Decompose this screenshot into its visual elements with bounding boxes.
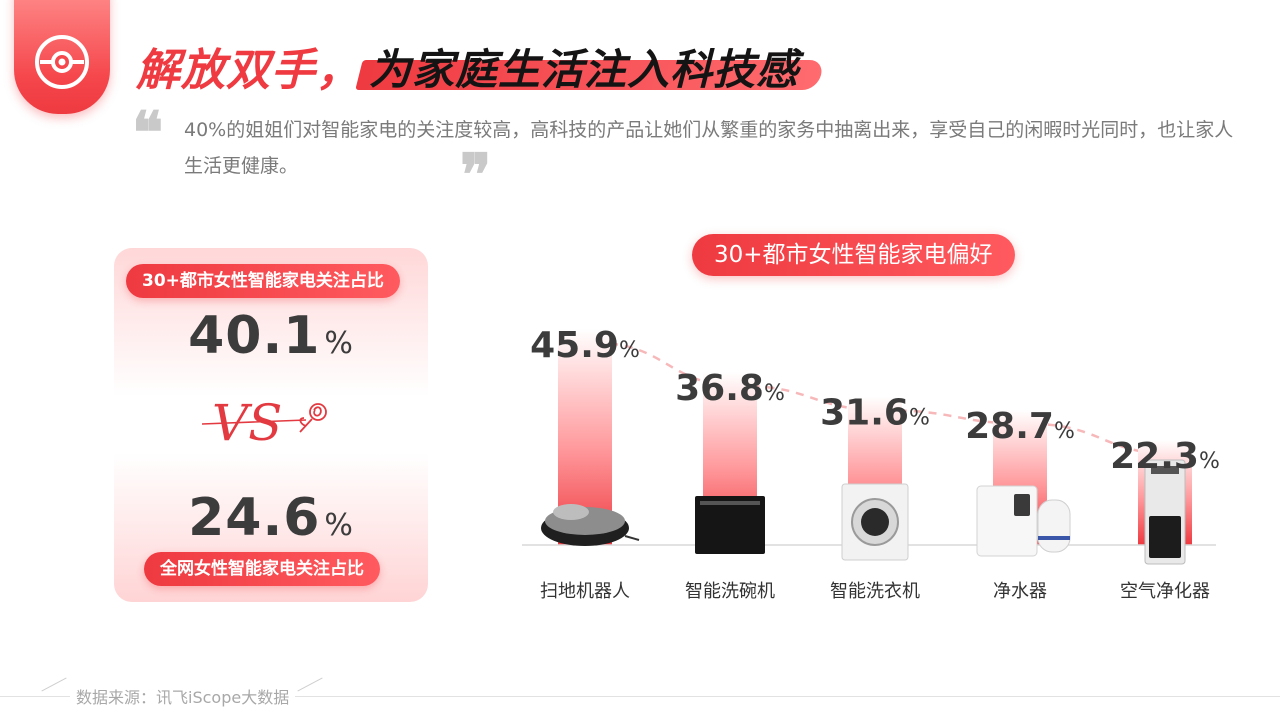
quote-open-icon: ❝ bbox=[132, 99, 164, 167]
air-purifier-front bbox=[1149, 516, 1181, 558]
urban-women-value: 40.1% bbox=[114, 306, 428, 366]
washing-machine-icon bbox=[841, 483, 909, 561]
brand-logo-icon bbox=[35, 35, 89, 89]
intro-text: 40%的姐姐们对智能家电的关注度较高，高科技的产品让她们从繁重的家务中抽离出来，… bbox=[184, 119, 1234, 177]
vs-text: VS bbox=[212, 394, 282, 452]
data-label-3: 31.6% bbox=[820, 392, 930, 433]
robot-vacuum-lidar bbox=[553, 504, 589, 520]
vs-rose-icon: VS bbox=[202, 394, 327, 452]
dishwasher-handle bbox=[700, 501, 760, 505]
purifier-tank bbox=[1037, 499, 1071, 553]
title-part-2: 为家庭生活注入科技感 bbox=[369, 44, 800, 94]
category-label-2: 智能洗碗机 bbox=[685, 581, 775, 602]
category-label-5: 空气净化器 bbox=[1120, 581, 1210, 602]
all-women-value: 24.6% bbox=[114, 488, 428, 548]
urban-women-number: 40.1 bbox=[188, 306, 321, 366]
data-label-5: 22.3% bbox=[1110, 436, 1220, 477]
title-highlight: 为家庭生活注入科技感 bbox=[355, 36, 825, 97]
data-source: 数据来源：讯飞iScope大数据 bbox=[70, 684, 296, 708]
water-purifier-icon bbox=[976, 485, 1071, 557]
washer-drum bbox=[861, 508, 889, 536]
purifier-panel bbox=[1014, 494, 1030, 516]
data-label-1: 45.9% bbox=[530, 325, 640, 366]
robot-vacuum-brush bbox=[624, 535, 640, 541]
data-label-4: 28.7% bbox=[965, 406, 1075, 447]
category-label-1: 扫地机器人 bbox=[540, 581, 630, 602]
dishwasher-icon bbox=[695, 496, 765, 554]
title-part-1: 解放双手， bbox=[136, 45, 361, 96]
dishwasher-body bbox=[695, 496, 765, 554]
urban-women-label: 30+都市女性智能家电关注占比 bbox=[126, 264, 400, 298]
chart-title: 30+都市女性智能家电偏好 bbox=[692, 234, 1015, 276]
air-purifier-icon bbox=[1144, 459, 1186, 565]
purifier-tank-band bbox=[1038, 536, 1070, 540]
air-purifier-display bbox=[1151, 466, 1179, 474]
logo-tab bbox=[14, 0, 110, 114]
quote-close-icon: ❞ bbox=[460, 141, 492, 209]
category-label-4: 净水器 bbox=[993, 581, 1047, 602]
all-women-number: 24.6 bbox=[188, 488, 321, 548]
all-women-unit: % bbox=[324, 508, 354, 543]
robot-vacuum-icon bbox=[541, 504, 640, 546]
category-label-3: 智能洗衣机 bbox=[830, 581, 920, 602]
footer-divider bbox=[0, 696, 1280, 697]
urban-women-unit: % bbox=[324, 326, 354, 361]
comparison-card: 30+都市女性智能家电关注占比 40.1% VS 24.6% 全网女性智能家电关… bbox=[114, 248, 428, 602]
data-label-2: 36.8% bbox=[675, 368, 785, 409]
page-title: 解放双手， 为家庭生活注入科技感 bbox=[136, 36, 825, 97]
all-women-label: 全网女性智能家电关注占比 bbox=[144, 552, 380, 586]
